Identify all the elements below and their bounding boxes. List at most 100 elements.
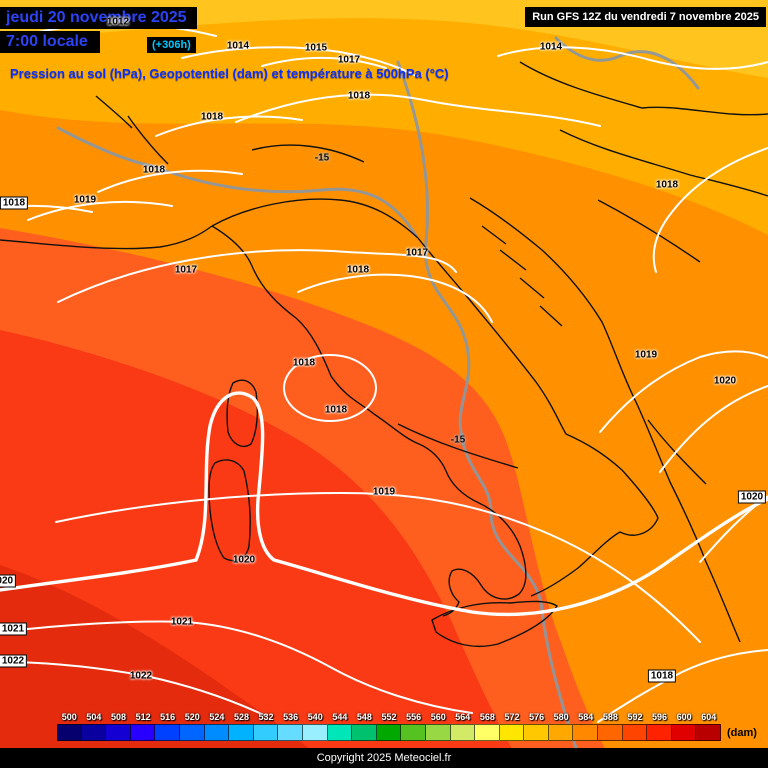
colorbar-tick-label: 524 — [209, 712, 225, 722]
colorbar-swatch — [204, 724, 230, 741]
colorbar-swatch — [81, 724, 107, 741]
pressure-label: 1018 — [200, 111, 224, 123]
coastlines-and-borders — [0, 61, 768, 647]
colorbar-tick: 588 — [598, 710, 623, 741]
coast-sicily — [431, 600, 558, 647]
border-balkans-3 — [597, 199, 701, 263]
pressure-label: 1018 — [655, 179, 679, 191]
colorbar-tick: 604 — [696, 710, 722, 741]
colorbar-tick: 508 — [106, 710, 131, 741]
colorbar-tick-label: 500 — [61, 712, 77, 722]
colorbar-unit: (dam) — [727, 727, 757, 739]
colorbar-tick: 516 — [155, 710, 180, 741]
colorbar-tick-label: 572 — [504, 712, 520, 722]
colorbar-tick: 560 — [425, 710, 451, 741]
colorbar-tick: 536 — [278, 710, 303, 741]
pressure-label: 1017 — [337, 54, 361, 66]
temp-contour-north — [251, 144, 365, 163]
pressure-label: 1014 — [539, 41, 563, 53]
colorbar-tick: 500 — [57, 710, 82, 741]
pressure-label: 1014 — [226, 40, 250, 52]
geopotential-gray-lines — [56, 36, 700, 750]
pressure-label: 1018 — [346, 264, 370, 276]
colorbar-tick-label: 604 — [701, 712, 717, 722]
coast-sardinia — [208, 459, 251, 562]
border-alps-nw — [95, 95, 169, 165]
colorbar-swatch — [327, 724, 353, 741]
colorbar-tick: 528 — [229, 710, 254, 741]
colorbar-tick-label: 504 — [86, 712, 102, 722]
croatian-islands — [481, 225, 563, 327]
run-info-banner: Run GFS 12Z du vendredi 7 novembre 2025 — [525, 7, 766, 27]
colorbar-tick: 580 — [548, 710, 574, 741]
pressure-label: 1019 — [634, 349, 658, 361]
colorbar-tick-label: 528 — [233, 712, 249, 722]
colorbar-tick: 596 — [647, 710, 672, 741]
colorbar-tick-label: 544 — [332, 712, 348, 722]
colorbar-tick-label: 592 — [627, 712, 643, 722]
colorbar-swatch — [155, 724, 180, 741]
colorbar-tick: 572 — [499, 710, 525, 741]
colorbar-swatch — [352, 724, 377, 741]
pressure-label: 1021 — [0, 622, 28, 636]
colorbar-swatch — [499, 724, 525, 741]
pressure-label: 1015 — [304, 42, 328, 54]
colorbar-tick: 568 — [475, 710, 500, 741]
coast-balkans — [469, 197, 741, 643]
colorbar-swatch — [524, 724, 549, 741]
colorbar-tick-label: 600 — [676, 712, 692, 722]
colorbar-tick-label: 552 — [381, 712, 397, 722]
colorbar-tick: 504 — [81, 710, 107, 741]
colorbar-swatch — [278, 724, 303, 741]
temperature-label: -15 — [450, 434, 466, 446]
colorbar-tick: 564 — [450, 710, 476, 741]
colorbar-swatch — [302, 724, 328, 741]
colorbar-tick-label: 548 — [356, 712, 372, 722]
colorbar-swatch — [598, 724, 623, 741]
copyright-bar: Copyright 2025 Meteociel.fr — [0, 748, 768, 768]
colorbar-tick: 556 — [401, 710, 426, 741]
coast-france-liguria — [0, 225, 213, 250]
colorbar-swatch — [376, 724, 402, 741]
colorbar-tick: 532 — [253, 710, 279, 741]
colorbar-tick: 592 — [622, 710, 648, 741]
colorbar-tick-label: 580 — [553, 712, 569, 722]
colorbar-tick-label: 560 — [430, 712, 446, 722]
colorbar-tick-label: 596 — [652, 712, 668, 722]
colorbar-swatch — [450, 724, 476, 741]
border-balkans-2 — [559, 129, 768, 197]
colorbar-tick: 512 — [130, 710, 156, 741]
forecast-offset-badge: (+306h) — [147, 37, 196, 53]
coast-italy-adriatic — [417, 237, 659, 597]
colorbar-swatch — [253, 724, 279, 741]
colorbar-swatch — [647, 724, 672, 741]
colorbar-swatch — [130, 724, 156, 741]
copyright-text: Copyright 2025 Meteociel.fr — [316, 752, 452, 764]
pressure-label: 1019 — [372, 486, 396, 498]
colorbar-tick-label: 584 — [578, 712, 594, 722]
geopotential-colorbar: 500 504 508 512 516 520 524 528 532 536 540 544 548 5… — [57, 710, 722, 741]
colorbar-tick-label: 508 — [110, 712, 126, 722]
colorbar-swatch — [401, 724, 426, 741]
colorbar-swatch — [475, 724, 500, 741]
pressure-label: 1020 — [713, 375, 737, 387]
colorbar-swatch — [671, 724, 697, 741]
colorbar-swatch — [548, 724, 574, 741]
pressure-label: 1021 — [170, 616, 194, 628]
colorbar-tick: 540 — [302, 710, 328, 741]
border-balkans-1 — [519, 61, 768, 116]
map-subtitle: Pression au sol (hPa), Geopotentiel (dam… — [10, 66, 449, 81]
pressure-label: 1017 — [405, 247, 429, 259]
colorbar-swatch — [57, 724, 82, 741]
colorbar-swatch — [179, 724, 205, 741]
pressure-label: 1022 — [129, 670, 153, 682]
colorbar-tick-label: 520 — [184, 712, 200, 722]
pressure-label: 1020 — [737, 490, 767, 504]
temp-contour-south — [397, 423, 519, 469]
pressure-label: 1017 — [174, 264, 198, 276]
colorbar-tick: 584 — [573, 710, 599, 741]
colorbar-tick: 544 — [327, 710, 353, 741]
